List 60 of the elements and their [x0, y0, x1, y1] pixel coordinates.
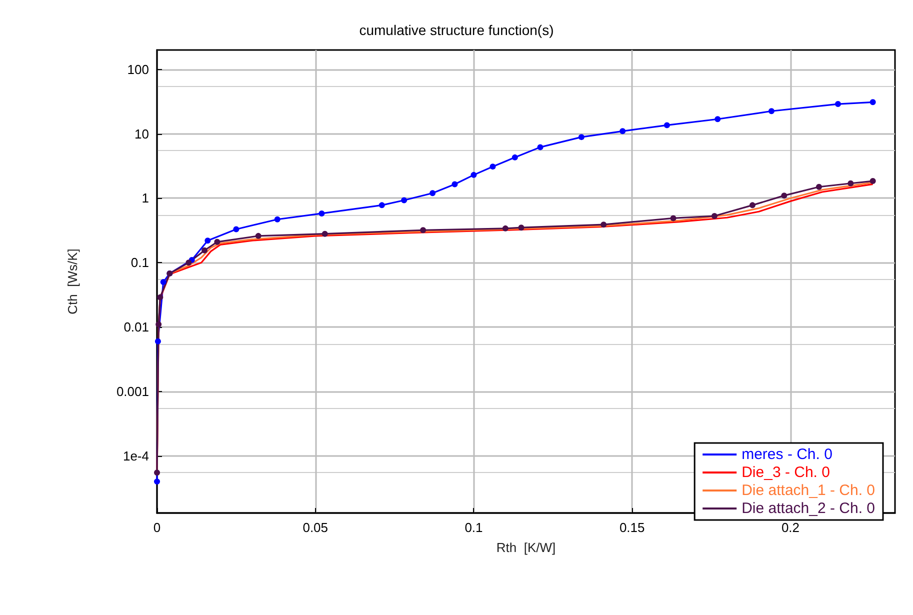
point [848, 180, 854, 186]
point [781, 192, 788, 199]
point [518, 224, 524, 231]
point [274, 216, 280, 222]
point [816, 184, 822, 190]
point [714, 116, 721, 122]
point [537, 144, 544, 150]
point [233, 226, 240, 232]
point [154, 470, 160, 476]
legend-label: meres - Ch. 0 [742, 446, 832, 463]
point [318, 210, 325, 216]
point [186, 260, 192, 266]
point [378, 202, 385, 208]
point [670, 215, 676, 222]
x-tick-label: 0.15 [619, 520, 645, 535]
y-axis-title: Cth [Ws/K] [65, 248, 80, 314]
legend-label: Die attach_2 - Ch. 0 [742, 500, 876, 517]
point [749, 202, 756, 208]
y-tick-label: 1e-4 [122, 448, 149, 464]
y-tick-label: 0.1 [130, 255, 149, 270]
point [202, 247, 208, 254]
point [420, 227, 426, 234]
point [160, 279, 166, 286]
point [834, 101, 841, 108]
point [600, 222, 607, 228]
y-tick-label: 0.01 [124, 320, 149, 335]
point [204, 238, 211, 244]
x-tick-label: 0 [153, 520, 161, 535]
y-tick-label: 0.001 [116, 384, 149, 399]
x-tick-label: 0.05 [302, 520, 328, 535]
y-tick-label: 1 [142, 190, 149, 206]
point [154, 338, 161, 344]
point [430, 190, 436, 196]
point [401, 197, 408, 204]
point [620, 128, 626, 134]
point [512, 154, 518, 160]
point [502, 225, 508, 232]
x-axis-title: Rth [K/W] [496, 540, 556, 555]
y-tick-label: 100 [127, 62, 149, 77]
point [214, 238, 220, 245]
point [154, 478, 160, 485]
point [156, 321, 162, 328]
x-tick-label: 0.2 [781, 520, 800, 535]
point [768, 108, 774, 114]
point [664, 122, 670, 128]
y-tick-label: 10 [134, 126, 149, 142]
point [870, 99, 876, 106]
x-tick-label: 0.1 [464, 520, 483, 535]
point [711, 213, 718, 219]
point [157, 294, 164, 300]
point [255, 232, 262, 239]
point [452, 181, 458, 188]
legend-label: Die_3 - Ch. 0 [742, 464, 830, 481]
point [490, 164, 496, 170]
legend-label: Die attach_1 - Ch. 0 [742, 482, 876, 499]
point [870, 178, 876, 184]
point [322, 230, 328, 237]
point [578, 134, 584, 140]
chart-title: cumulative structure function(s) [359, 22, 554, 38]
point [470, 172, 477, 178]
